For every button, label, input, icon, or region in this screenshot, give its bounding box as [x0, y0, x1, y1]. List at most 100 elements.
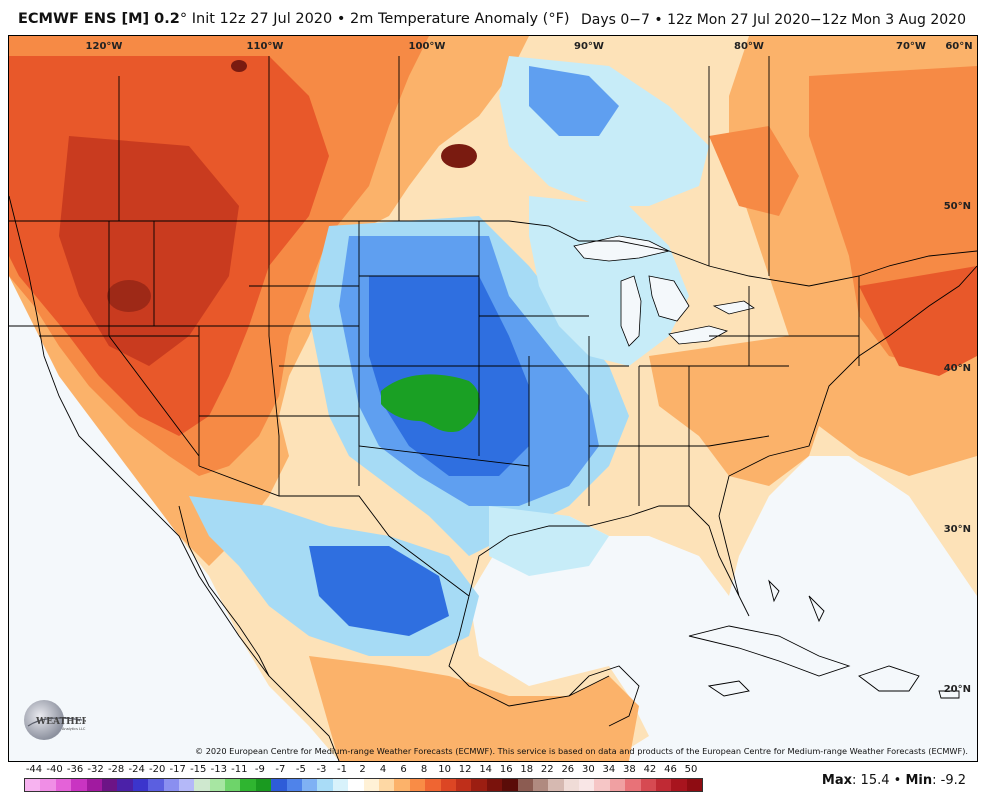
colorbar-label: 4 — [379, 764, 387, 775]
colorbar-swatch — [178, 779, 195, 791]
lon-label: 110°W — [247, 41, 284, 52]
colorbar-label: 34 — [602, 764, 616, 775]
colorbar-swatch — [225, 779, 241, 791]
colorbar-swatch — [255, 779, 272, 791]
colorbar-label: -36 — [66, 764, 84, 775]
colorbar-swatch — [163, 779, 179, 791]
colorbar-swatch — [148, 779, 164, 791]
logo-wordmark: WEATHERBELL — [35, 717, 86, 727]
colorbar-label: -20 — [149, 764, 166, 775]
colorbar-swatch — [656, 779, 672, 791]
copyright-notice: © 2020 European Centre for Medium-range … — [194, 746, 968, 756]
colorbar-label: 18 — [520, 764, 534, 775]
latitude-labels: 50°N 40°N 30°N 20°N — [944, 201, 971, 695]
colorbar-label: -5 — [295, 764, 306, 775]
colorbar-swatch — [194, 779, 210, 791]
colorbar-swatch — [86, 779, 102, 791]
colorbar-label: 8 — [420, 764, 428, 775]
init-time: Init 12z 27 Jul 2020 — [191, 11, 333, 27]
title-bullet: • — [336, 11, 346, 27]
colorbar-swatch — [640, 779, 657, 791]
max-label: Max — [821, 773, 853, 788]
colorbar-label: -28 — [107, 764, 125, 775]
temperature-anomaly-map: 120°W 110°W 100°W 90°W 80°W 70°W 60°N 50… — [9, 36, 977, 761]
colorbar-swatch — [271, 779, 287, 791]
colorbar-swatch — [671, 779, 687, 791]
colorbar-swatch — [317, 779, 333, 791]
colorbar-label: 6 — [400, 764, 407, 775]
stats-separator: • — [893, 773, 902, 788]
colorbar-swatch — [240, 779, 256, 791]
colorbar-swatch — [486, 779, 503, 791]
political-borders — [9, 56, 977, 761]
colorbar-swatch — [579, 779, 595, 791]
colorbar-label: 38 — [623, 764, 636, 775]
colorbar-swatch — [40, 779, 56, 791]
colorbar-label: -1 — [336, 764, 347, 775]
colorbar-legend: -44 -40 -36 -32 -28 -24 -20 -17 -15 -13 -11 -9 -7 -5-… — [24, 764, 704, 792]
lon-label: 80°W — [734, 41, 764, 52]
colorbar-label: -24 — [128, 764, 145, 775]
colorbar-label: 14 — [479, 764, 493, 775]
max-value: : 15.4 — [852, 773, 890, 788]
colorbar-swatch — [378, 779, 395, 791]
colorbar-swatch — [132, 779, 149, 791]
colorbar-label: 10 — [438, 764, 451, 775]
logo-subtitle: Analytics LLC — [62, 727, 86, 731]
colorbar-label: 42 — [643, 764, 657, 775]
colorbar-label: 30 — [581, 764, 595, 775]
colorbar-swatch — [302, 779, 318, 791]
colorbar-swatch — [409, 779, 426, 791]
colorbar-label: -40 — [46, 764, 63, 775]
colorbar-label: -11 — [231, 764, 248, 775]
colorbar-swatch — [425, 779, 441, 791]
great-lakes — [573, 235, 755, 347]
lat-label: 40°N — [944, 363, 971, 374]
map-frame: 120°W 110°W 100°W 90°W 80°W 70°W 60°N 50… — [8, 35, 978, 762]
colorbar-swatch — [332, 779, 349, 791]
colorbar-swatch — [502, 779, 518, 791]
colorbar-swatches — [24, 778, 703, 792]
colorbar-label: -7 — [275, 764, 286, 775]
colorbar-swatch — [686, 779, 703, 791]
lon-label: 120°W — [86, 41, 123, 52]
colorbar-swatch — [440, 779, 456, 791]
valid-range: Days 0−7 • 12z Mon 27 Jul 2020−12z Mon 3… — [581, 12, 966, 28]
lon-label: 90°W — [574, 41, 604, 52]
colorbar-label: -44 — [25, 764, 43, 775]
colorbar-swatch — [394, 779, 410, 791]
lon-label: 100°W — [409, 41, 446, 52]
caribbean-islands — [688, 579, 960, 699]
colorbar-swatch — [55, 779, 72, 791]
colorbar-label: -32 — [87, 764, 104, 775]
lon-label: 70°W — [896, 41, 926, 52]
lat-label: 20°N — [944, 684, 971, 695]
colorbar-swatch — [609, 779, 626, 791]
colorbar-swatch — [71, 779, 87, 791]
weatherbell-logo-icon: WEATHERBELL Analytics LLC — [24, 700, 86, 740]
colorbar-swatch — [532, 779, 549, 791]
colorbar-swatch — [209, 779, 226, 791]
colorbar-label: -17 — [169, 764, 186, 775]
colorbar-label: 12 — [458, 764, 472, 775]
colorbar-label: -13 — [210, 764, 227, 775]
min-value: : -9.2 — [932, 773, 966, 788]
colorbar-swatch — [563, 779, 580, 791]
max-min-stats: Max: 15.4 • Min: -9.2 — [822, 773, 966, 788]
colorbar-swatch — [286, 779, 303, 791]
colorbar-swatch — [101, 779, 118, 791]
colorbar-label: -9 — [254, 764, 265, 775]
colorbar-label: 46 — [664, 764, 677, 775]
colorbar-label: -3 — [316, 764, 327, 775]
colorbar-label: 22 — [540, 764, 554, 775]
colorbar-swatch — [594, 779, 610, 791]
min-label: Min — [905, 773, 933, 788]
colorbar-swatch — [517, 779, 533, 791]
map-title: ECMWF ENS [M] 0.2° Init 12z 27 Jul 2020 … — [18, 11, 570, 27]
colorbar-swatch — [471, 779, 487, 791]
lat-label: 30°N — [944, 524, 971, 535]
colorbar-swatch — [625, 779, 641, 791]
colorbar-label: -15 — [190, 764, 207, 775]
colorbar-swatch — [548, 779, 564, 791]
